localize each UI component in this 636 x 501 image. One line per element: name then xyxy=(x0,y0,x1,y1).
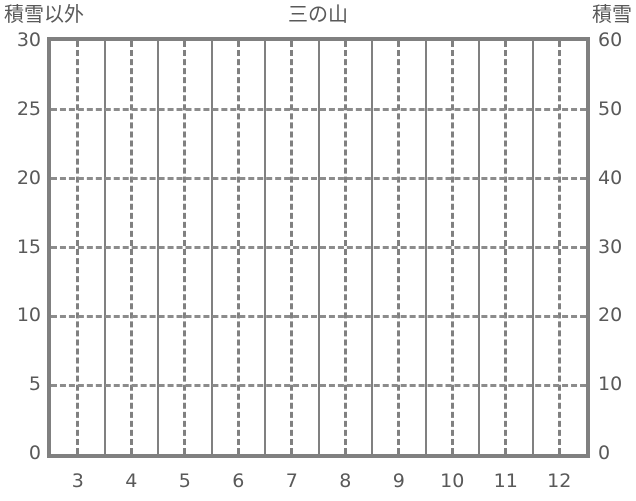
horizontal-gridline xyxy=(51,246,586,249)
x-axis-tick-label: 10 xyxy=(440,470,465,492)
y-axis-right-tick-label: 60 xyxy=(598,29,623,51)
x-axis-tick-label: 11 xyxy=(493,470,518,492)
y-axis-right-tick-label: 10 xyxy=(598,373,623,396)
plot-area xyxy=(47,37,590,458)
y-axis-left-tick-label: 5 xyxy=(28,373,41,396)
y-axis-left-tick-label: 0 xyxy=(28,442,41,464)
x-axis-tick-label: 12 xyxy=(547,470,572,492)
plot-gridlines xyxy=(51,41,586,454)
y-axis-right-tick-label: 50 xyxy=(598,97,623,120)
page-title: 三の山 xyxy=(288,2,348,26)
y-axis-left-tick-label: 20 xyxy=(16,166,41,189)
x-axis-tick-label: 6 xyxy=(232,470,245,492)
y-axis-right-tick-label: 0 xyxy=(598,442,611,464)
x-axis-tick-label: 4 xyxy=(125,470,138,492)
x-axis-tick-label: 5 xyxy=(178,470,191,492)
horizontal-gridline xyxy=(51,314,586,318)
right-axis-title: 積雪 xyxy=(592,2,632,26)
horizontal-gridline xyxy=(51,108,586,112)
y-axis-left-tick-label: 30 xyxy=(16,29,41,51)
y-axis-right-tick-label: 20 xyxy=(598,304,623,327)
x-axis-tick-label: 7 xyxy=(285,470,298,492)
y-axis-left-tick-label: 10 xyxy=(16,304,41,327)
y-axis-right-tick-label: 30 xyxy=(598,235,623,258)
horizontal-gridline xyxy=(51,383,586,387)
left-axis-title: 積雪以外 xyxy=(4,2,84,26)
x-axis-tick-label: 8 xyxy=(339,470,352,492)
x-axis-tick-label: 3 xyxy=(71,470,84,492)
horizontal-gridline xyxy=(51,177,586,181)
x-axis-tick-label: 9 xyxy=(392,470,405,492)
y-axis-right-tick-label: 40 xyxy=(598,166,623,189)
y-axis-left-tick-label: 25 xyxy=(16,97,41,120)
y-axis-left-tick-label: 15 xyxy=(16,235,41,258)
